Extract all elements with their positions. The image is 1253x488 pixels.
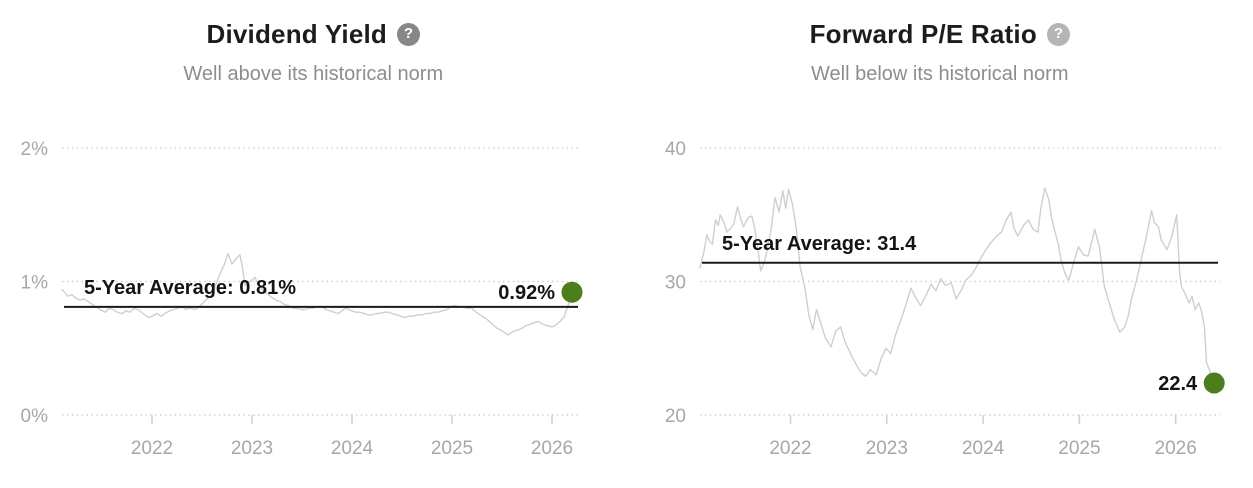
x-axis-tick-label: 2025 — [431, 438, 473, 459]
chart-subtitle: Well above its historical norm — [183, 63, 444, 85]
y-axis-tick-label: 2% — [21, 139, 49, 160]
chart-subtitle: Well below its historical norm — [811, 63, 1069, 85]
average-label: 5-Year Average: 0.81% — [84, 277, 296, 299]
page-title-dividend-yield: Dividend Yield — [206, 19, 387, 49]
history-line — [61, 252, 573, 336]
forward-pe-panel: Forward P/E Ratio ? Well below its histo… — [627, 0, 1253, 488]
y-axis-tick-label: 0% — [21, 406, 49, 427]
help-icon[interactable]: ? — [397, 22, 420, 46]
x-axis-tick-label: 2024 — [961, 438, 1004, 459]
x-axis-tick-label: 2023 — [865, 438, 907, 459]
current-value-label: 22.4 — [1158, 373, 1198, 395]
help-icon[interactable]: ? — [1046, 22, 1070, 46]
average-label: 5-Year Average: 31.4 — [722, 233, 917, 255]
dividend-yield-chart: 0% 1% 2% 2022 2023 2024 2025 2026 5-Year Average… — [21, 139, 583, 459]
forward-pe-header: Forward P/E Ratio ? Well below its histo… — [627, 0, 1253, 120]
y-axis-tick-label: 40 — [664, 139, 685, 160]
page-title-forward-pe: Forward P/E Ratio — [809, 19, 1037, 49]
x-axis-tick-label: 2026 — [1154, 438, 1196, 459]
y-axis-tick-label: 30 — [664, 273, 685, 294]
current-value-dot — [561, 281, 583, 303]
x-axis-tick-label: 2025 — [1058, 438, 1100, 459]
y-axis-tick-label: 1% — [21, 273, 49, 294]
x-axis-tick-label: 2026 — [531, 438, 573, 459]
dividend-yield-header: Dividend Yield ? Well above its historic… — [0, 0, 627, 120]
current-value-dot — [1203, 372, 1225, 394]
y-axis-tick-label: 20 — [664, 406, 685, 427]
history-line — [698, 187, 1215, 384]
dividend-yield-panel: Dividend Yield ? Well above its historic… — [0, 0, 627, 459]
current-value-label: 0.92% — [498, 282, 555, 304]
x-axis-tick-label: 2023 — [231, 438, 273, 459]
forward-pe-chart: 20 30 40 2022 2023 2024 2025 2026 5-Year Average… — [664, 139, 1225, 459]
x-axis-tick-label: 2022 — [131, 438, 173, 459]
x-axis-tick-label: 2022 — [769, 438, 811, 459]
x-axis-tick-label: 2024 — [331, 438, 374, 459]
